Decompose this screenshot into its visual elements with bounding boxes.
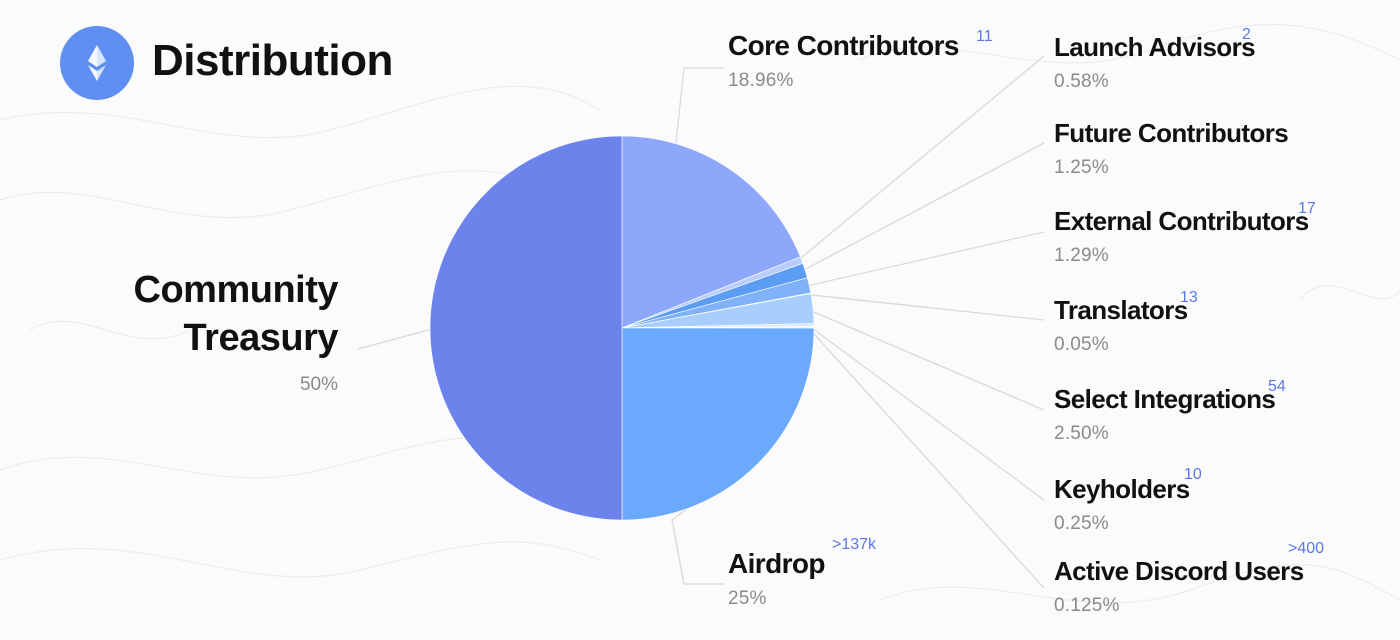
slice-percent: 25% xyxy=(728,588,767,609)
page-title: Distribution xyxy=(152,36,393,85)
label-keyholders: Keyholders 0.25% 10 xyxy=(1054,466,1202,535)
slice-percent: 0.58% xyxy=(1054,71,1109,92)
slice-count: 2 xyxy=(1242,26,1251,43)
leader-line-future-contributors xyxy=(799,142,1045,273)
slice-name: External Contributors xyxy=(1054,206,1309,236)
slice-percent: 50% xyxy=(299,374,338,395)
slice-percent: 2.50% xyxy=(1054,423,1109,444)
slice-count: 54 xyxy=(1268,378,1286,395)
leader-line-launch-advisors xyxy=(795,55,1045,263)
pie-slice-airdrop xyxy=(621,327,815,521)
slice-percent: 0.05% xyxy=(1054,334,1109,355)
slice-count: 10 xyxy=(1184,466,1202,483)
leader-line-external-contributors xyxy=(803,231,1045,288)
slice-name: Core Contributors xyxy=(728,30,960,61)
label-community-treasury: Community Treasury 50% xyxy=(118,266,339,396)
leader-line-active-discord-users xyxy=(807,326,1045,589)
pie-slice-core-contributors xyxy=(621,135,801,329)
label-airdrop: Airdrop 25% >137k xyxy=(728,536,876,610)
slice-count: 13 xyxy=(1180,289,1198,306)
slice-percent: 0.125% xyxy=(1054,595,1120,616)
slice-percent: 18.96% xyxy=(728,70,794,91)
leader-line-select-integrations xyxy=(806,308,1045,411)
leader-lines xyxy=(357,55,1045,589)
slice-name: Airdrop xyxy=(728,548,826,579)
label-future-contributors: Future Contributors 1.25% xyxy=(1054,118,1289,179)
slice-count: >137k xyxy=(832,536,877,553)
pie-slices xyxy=(429,135,815,521)
label-launch-advisors: Launch Advisors 0.58% 2 xyxy=(1054,26,1256,93)
slice-name: Community Treasury xyxy=(133,269,339,359)
label-translators: Translators 0.05% 13 xyxy=(1054,289,1198,356)
leader-line-community-treasury xyxy=(357,327,437,350)
slice-name: Translators xyxy=(1054,295,1188,325)
slice-name: Future Contributors xyxy=(1054,118,1289,148)
label-core-contributors: Core Contributors 18.96% 11 xyxy=(728,28,993,92)
label-active-discord-users: Active Discord Users 0.125% >400 xyxy=(1054,540,1324,617)
label-external-contributors: External Contributors 1.29% 17 xyxy=(1054,200,1316,267)
slice-percent: 1.29% xyxy=(1054,245,1109,266)
slice-name: Keyholders xyxy=(1054,474,1190,504)
slice-name: Launch Advisors xyxy=(1054,32,1256,62)
pie-slice-community-treasury xyxy=(429,135,623,521)
slice-count: 11 xyxy=(976,28,993,45)
slice-count: 17 xyxy=(1298,200,1316,217)
leader-line-keyholders xyxy=(807,324,1045,501)
label-select-integrations: Select Integrations 2.50% 54 xyxy=(1054,378,1286,445)
slice-name: Active Discord Users xyxy=(1054,556,1304,586)
slice-count: >400 xyxy=(1288,540,1325,557)
slice-name: Select Integrations xyxy=(1054,384,1276,414)
ens-logo-icon xyxy=(60,26,134,100)
slice-percent: 0.25% xyxy=(1054,513,1109,534)
slice-percent: 1.25% xyxy=(1054,157,1109,178)
leader-line-translators xyxy=(804,293,1045,321)
